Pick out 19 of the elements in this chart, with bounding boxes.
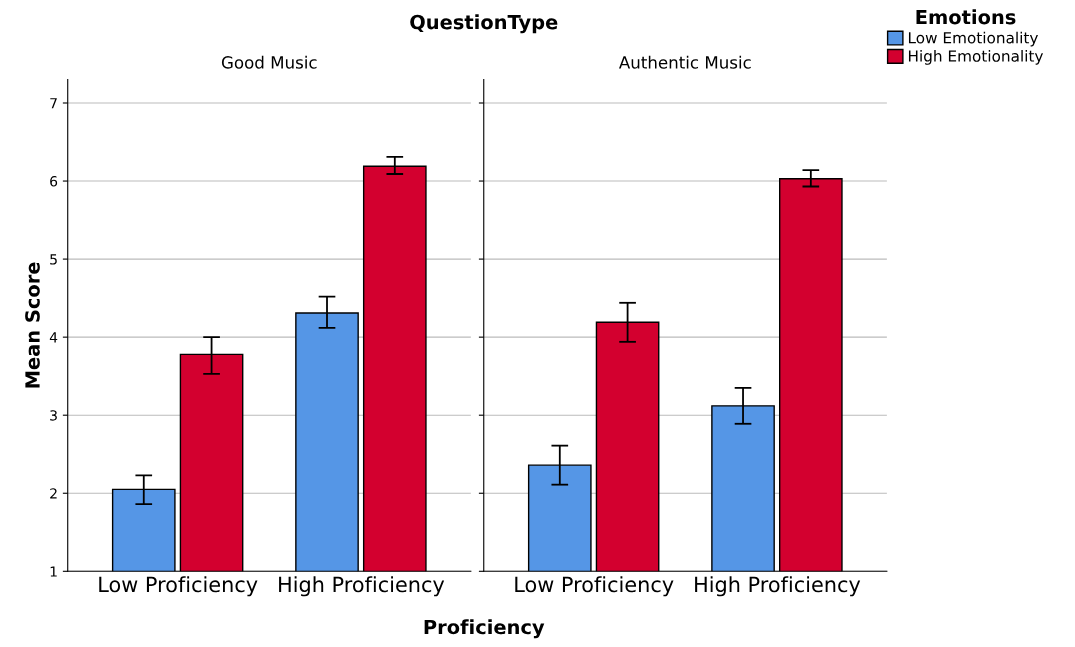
x-axis-title: Proficiency	[424, 619, 545, 639]
text: QuestionType	[410, 14, 558, 34]
y-tick-label: 5	[50, 254, 57, 265]
chart-title: Authentic Music	[618, 55, 751, 69]
y-tick-label: 4	[49, 332, 58, 343]
legend-label: High Emotionality	[908, 49, 1044, 65]
y-tick-label: 2	[50, 488, 57, 499]
y-tick-label: 6	[50, 176, 58, 187]
y-tick-label: 7	[50, 98, 57, 109]
x-tick-label: High Proficiency	[695, 576, 861, 597]
y-tick-label: 1	[50, 566, 57, 577]
y-tick-label: 3	[50, 410, 57, 421]
x-tick-label: Low Proficiency	[99, 576, 258, 597]
x-tick-label: High Proficiency	[279, 576, 445, 597]
chart-title: Good Music	[221, 55, 317, 69]
legend-title: Emotions	[916, 9, 1016, 25]
x-tick-label: Low Proficiency	[515, 576, 674, 597]
legend-label: Low Emotionality	[908, 31, 1038, 47]
y-axis-title: Mean Score	[25, 262, 40, 388]
